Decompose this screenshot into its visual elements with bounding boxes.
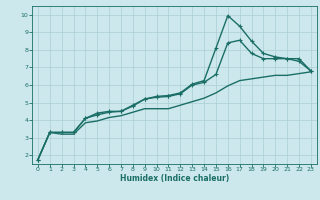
X-axis label: Humidex (Indice chaleur): Humidex (Indice chaleur) xyxy=(120,174,229,183)
